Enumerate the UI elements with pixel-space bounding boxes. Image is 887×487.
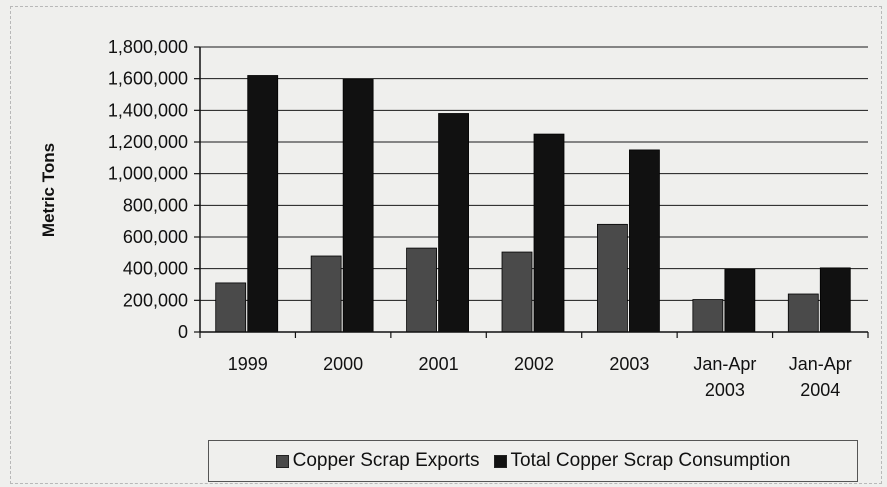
chart-frame	[10, 6, 882, 484]
x-tick-label: 2000	[323, 354, 363, 374]
bar-exports	[597, 223, 628, 333]
bar-exports	[501, 251, 533, 333]
bar-consumption	[629, 149, 660, 333]
x-tick-labels: 1999 2000 2001 2002 2003 Jan-Apr 2003 Jan-Apr 20…	[228, 354, 852, 400]
legend-label-exports: Copper Scrap Exports	[292, 450, 480, 471]
axes	[194, 46, 869, 338]
legend-label-consumption: Total Copper Scrap Consumption	[510, 450, 791, 471]
legend: Copper Scrap Exports Total Copper Scrap …	[208, 440, 858, 482]
bar-consumption	[342, 79, 374, 333]
legend-swatch-consumption	[493, 454, 507, 468]
bars	[215, 75, 851, 333]
legend-swatch-exports	[275, 454, 289, 468]
y-tick-labels: 1,800,000 1,600,000 1,400,000 1,200,000 1,00…	[108, 37, 188, 342]
x-tick-label: 2002	[514, 354, 554, 374]
bar-consumption	[247, 75, 279, 333]
legend-item-consumption: Total Copper Scrap Consumption	[493, 450, 791, 472]
bar-consumption	[438, 113, 469, 333]
y-tick-label: 800,000	[123, 195, 188, 215]
y-tick-label: 400,000	[123, 259, 188, 279]
y-tick-label: 1,200,000	[108, 132, 188, 152]
y-tick-label: 1,400,000	[108, 100, 188, 120]
y-tick-label: 0	[178, 322, 188, 342]
x-tick-label: 2003	[609, 354, 649, 374]
bar-consumption	[724, 269, 756, 333]
legend-item-exports: Copper Scrap Exports	[275, 450, 480, 472]
x-tick-label: Jan-Apr	[693, 354, 756, 374]
x-tick-label: 2003	[705, 380, 745, 400]
bar-consumption	[533, 133, 565, 333]
y-axis-label: Metric Tons	[39, 143, 58, 237]
x-tick-label: 2001	[419, 354, 459, 374]
x-tick-label: 1999	[228, 354, 268, 374]
y-tick-label: 1,600,000	[108, 69, 188, 89]
y-tick-label: 1,800,000	[108, 37, 188, 57]
bar-exports	[215, 282, 247, 333]
bar-exports	[406, 247, 437, 333]
y-tick-label: 600,000	[123, 227, 188, 247]
x-tick-label: Jan-Apr	[789, 354, 852, 374]
bar-exports	[692, 299, 724, 333]
y-tick-label: 1,000,000	[108, 164, 188, 184]
y-tick-label: 200,000	[123, 290, 188, 310]
bar-exports	[310, 255, 342, 333]
bar-exports	[787, 293, 819, 333]
bar-consumption	[819, 267, 851, 333]
x-tick-label: 2004	[800, 380, 840, 400]
